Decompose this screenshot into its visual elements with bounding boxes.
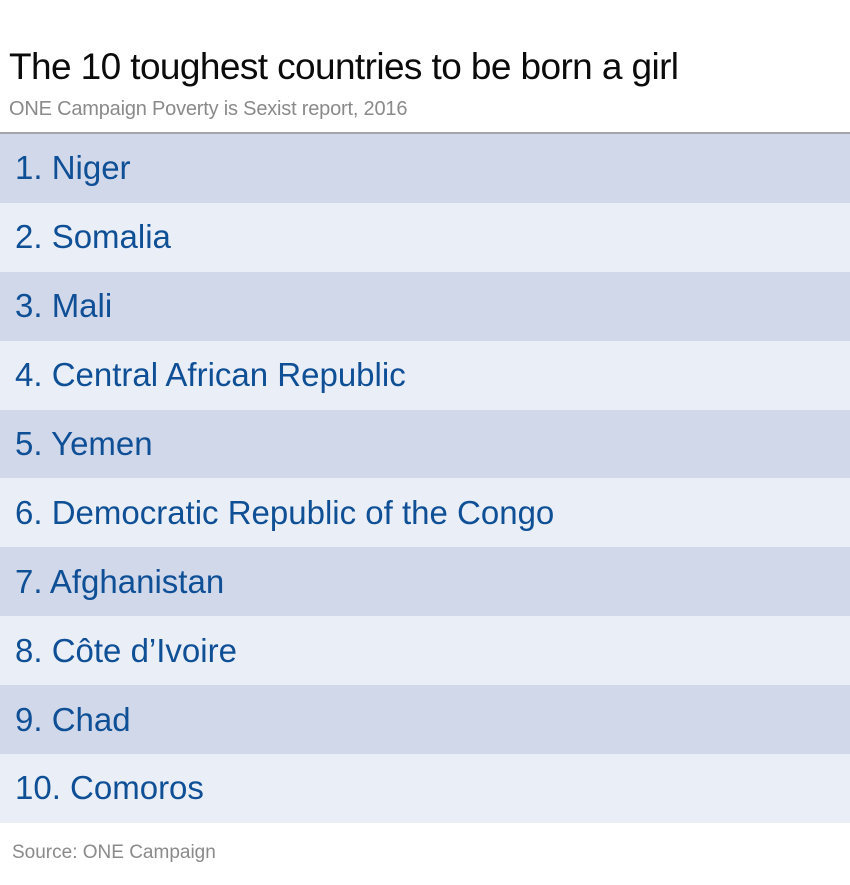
list-item: 6. Democratic Republic of the Congo (0, 478, 850, 548)
list-item: 8. Côte d’Ivoire (0, 616, 850, 686)
source-note: Source: ONE Campaign (12, 842, 216, 863)
ranking-list: 1. Niger 2. Somalia 3. Mali 4. Central A… (0, 134, 850, 823)
list-item: 5. Yemen (0, 409, 850, 479)
chart-subtitle: ONE Campaign Poverty is Sexist report, 2… (9, 98, 408, 120)
list-item: 3. Mali (0, 271, 850, 341)
list-item: 4. Central African Republic (0, 340, 850, 410)
list-item: 1. Niger (0, 134, 850, 203)
list-item: 7. Afghanistan (0, 547, 850, 617)
list-item: 10. Comoros (0, 754, 850, 823)
list-item: 9. Chad (0, 685, 850, 755)
header-divider (0, 132, 850, 134)
list-item: 2. Somalia (0, 202, 850, 272)
chart-title: The 10 toughest countries to be born a g… (9, 46, 679, 87)
